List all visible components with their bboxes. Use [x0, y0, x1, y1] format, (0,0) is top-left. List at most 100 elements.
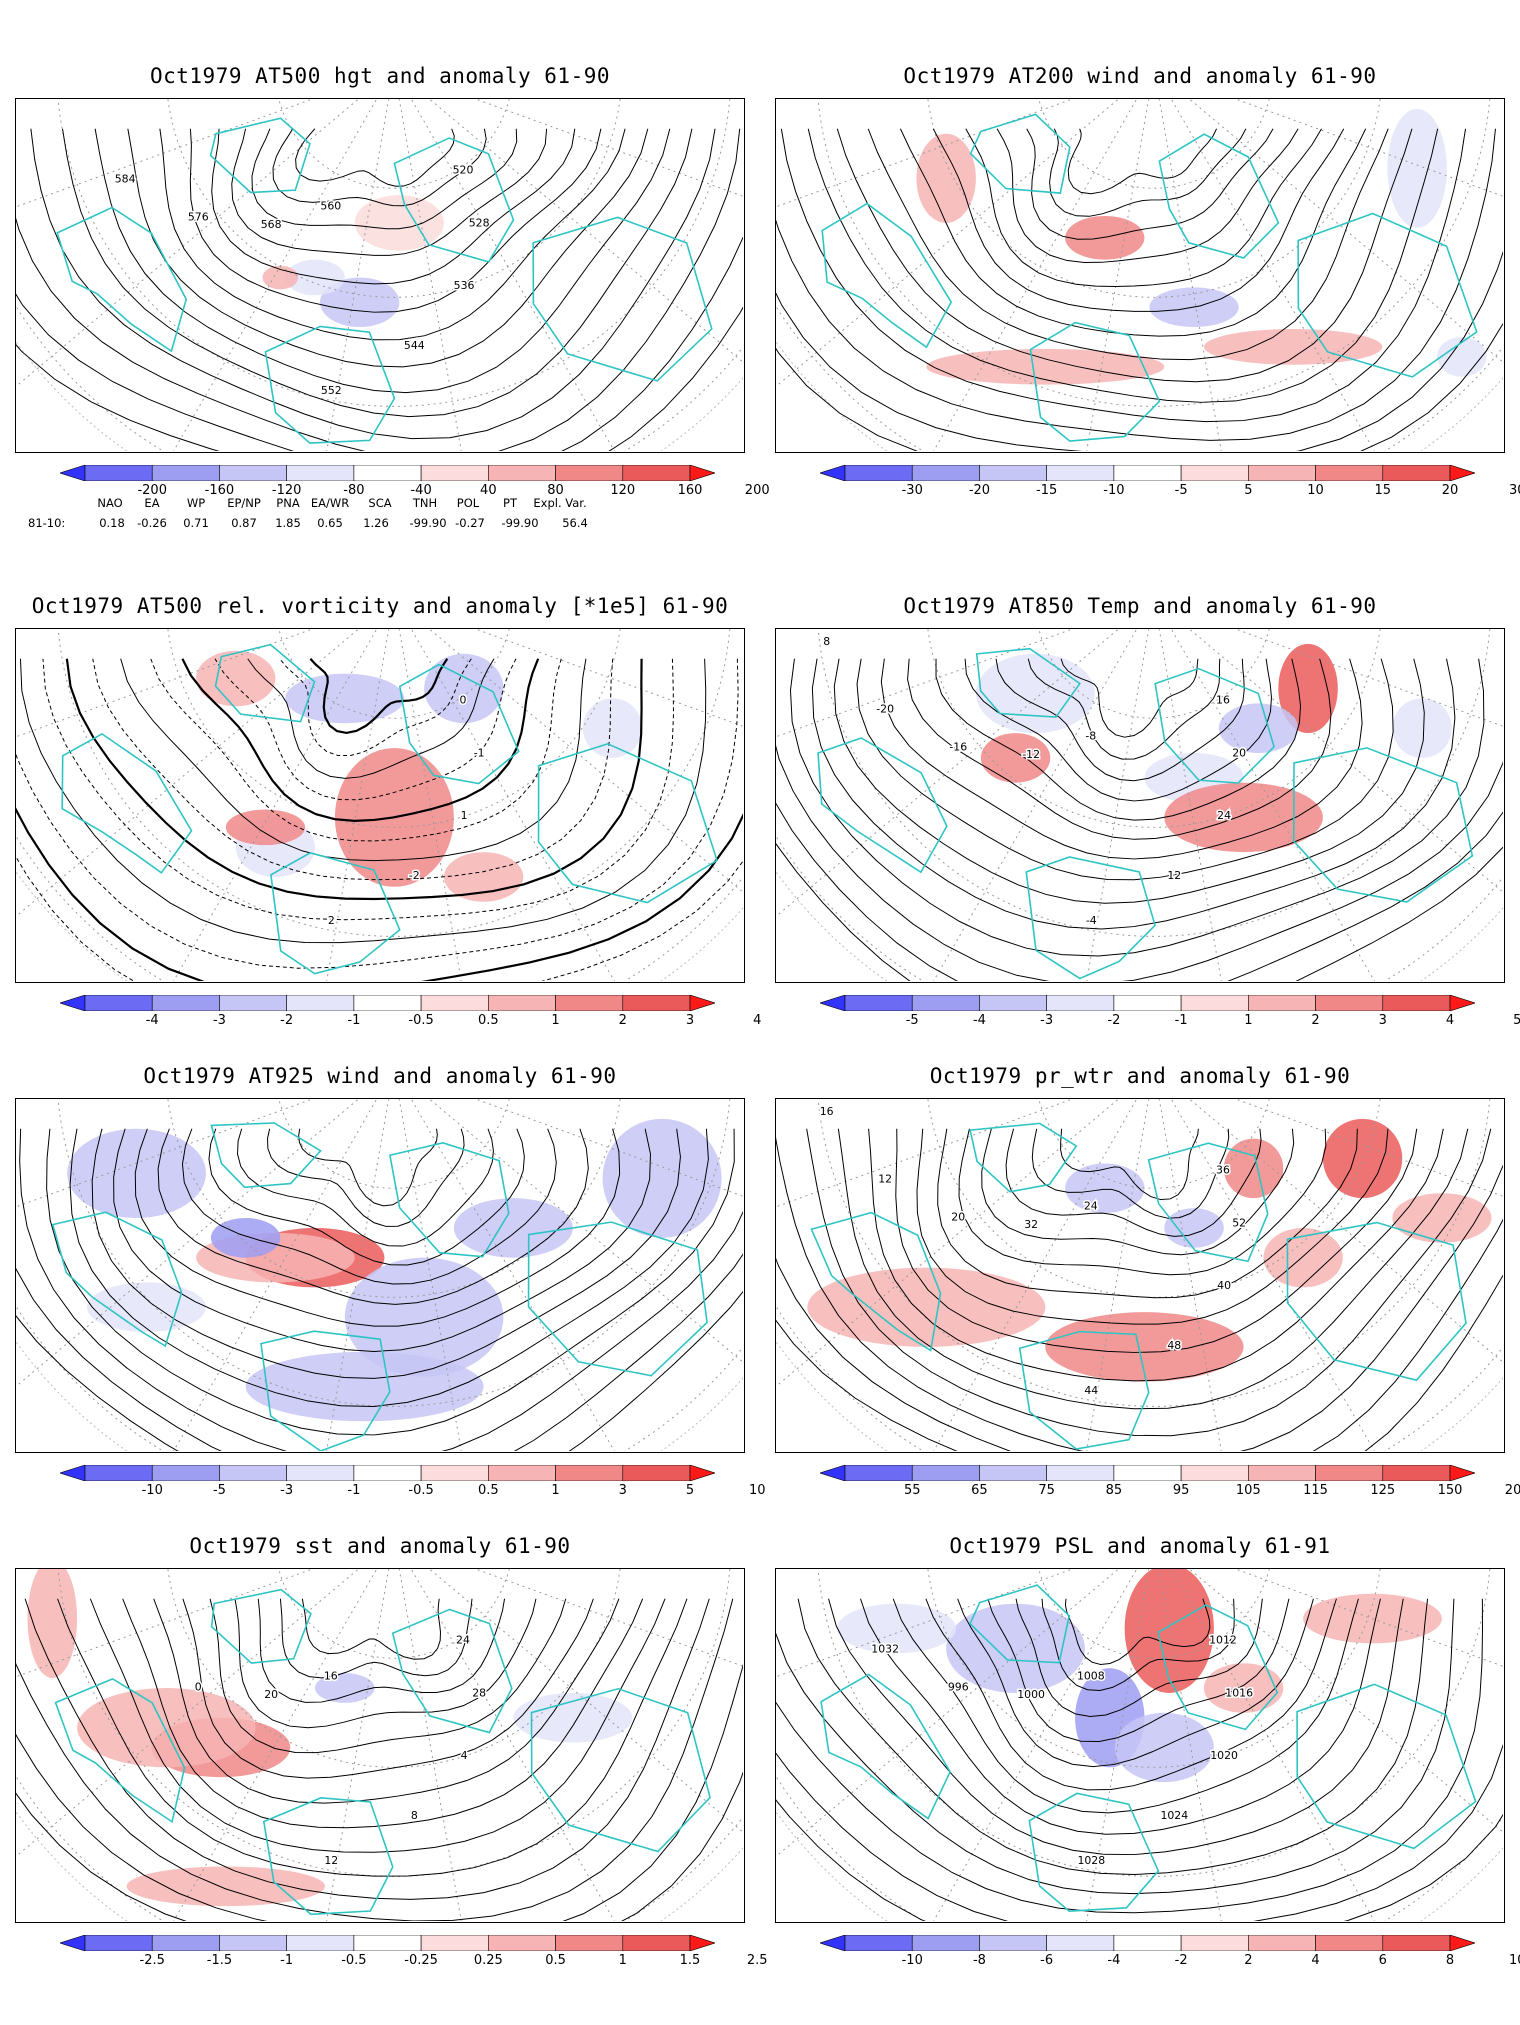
colorbar-label: 55: [903, 1483, 921, 1498]
colorbar-swatch: [1449, 994, 1476, 1012]
colorbar-label: 2: [618, 1013, 627, 1028]
colorbar-label: -1: [347, 1483, 361, 1498]
tele-header: EA/WR: [310, 496, 350, 510]
colorbar-label: 200: [744, 483, 770, 498]
colorbar-label: 4: [753, 1013, 762, 1028]
colorbar-swatch: [1113, 1934, 1182, 1952]
contour-label: 996: [948, 1681, 969, 1694]
colorbar-label: -10: [901, 1953, 923, 1968]
map-canvas: 0 -1 1 -2 2: [16, 629, 743, 981]
contour-label: 584: [115, 173, 136, 186]
colorbar-label: -0.5: [341, 1953, 367, 1968]
contour-label: 1032: [871, 1643, 899, 1656]
panel-temp850: Oct1979 AT850 Temp and anomaly 61-90 16 20…: [775, 590, 1520, 1085]
colorbar-label: -200: [137, 483, 167, 498]
colorbar-label: -0.25: [404, 1953, 438, 1968]
colorbar-label: 2: [1244, 1953, 1253, 1968]
colorbar-swatch: [555, 464, 624, 482]
colorbar-swatch: [353, 994, 422, 1012]
colorbar-label: 30: [1508, 483, 1520, 498]
colorbar-label: -120: [271, 483, 302, 498]
contour-label: 1020: [1210, 1749, 1238, 1762]
contour-labels: 1012 1016 1020 1024 1028 1008 1000 996 1032: [870, 1632, 1255, 1868]
contour-label: 40: [1217, 1279, 1231, 1292]
colorbar-swatch: [1248, 464, 1316, 482]
colorbar-swatch: [1113, 464, 1182, 482]
colorbar-label: -80: [343, 483, 365, 498]
colorbar-swatch: [979, 1934, 1047, 1952]
colorbar-label: -15: [1036, 483, 1058, 498]
contour-label: 520: [453, 163, 474, 176]
tele-header: WP: [186, 496, 206, 510]
colorbar-swatch: [420, 1464, 489, 1482]
tele-value: 0.71: [183, 516, 209, 530]
colorbar-label: 5: [685, 1483, 695, 1498]
colorbar-swatch: [911, 1934, 980, 1952]
colorbar-label: -3: [212, 1013, 226, 1028]
panel-hgt500: Oct1979 AT500 hgt and anomaly 61-90 520 52…: [15, 60, 770, 555]
colorbar-swatch: [59, 1934, 86, 1952]
map-canvas: 24 28 4 8 12 16 20 0: [16, 1569, 743, 1921]
colorbar-swatch: [819, 1464, 846, 1482]
colorbar-label: 2: [1311, 1013, 1320, 1028]
colorbar-label: 105: [1235, 1483, 1261, 1498]
tele-value: -99.90: [501, 516, 539, 530]
colorbar-swatch: [844, 1464, 913, 1482]
contour-label: -12: [1022, 748, 1040, 761]
colorbar-swatch: [622, 1464, 691, 1482]
contour-label: 1028: [1077, 1854, 1105, 1867]
colorbar-label: -3: [1040, 1013, 1054, 1028]
contour-label: 552: [321, 384, 342, 397]
panel-psl: Oct1979 PSL and anomaly 61-91 1012 1016 102…: [775, 1530, 1520, 2025]
coastlines: [817, 647, 1474, 980]
colorbar-label: 0.5: [477, 1483, 499, 1498]
contour-label: 16: [324, 1670, 338, 1683]
colorbar-label: 1: [618, 1953, 627, 1968]
contour-label: -2: [409, 869, 420, 882]
colorbar-label: -8: [972, 1953, 986, 1968]
contour-label: 12: [878, 1173, 892, 1186]
tele-value: -0.27: [455, 516, 485, 530]
colorbar-swatch: [151, 994, 220, 1012]
colorbar-swatch: [1382, 1464, 1451, 1482]
colorbar-label: 0.5: [545, 1953, 566, 1968]
colorbar-label: -5: [212, 1483, 226, 1498]
colorbar-swatch: [151, 464, 220, 482]
map-canvas: 520 528 536 544 552 560 568 576 584: [16, 99, 743, 451]
colorbar-label: -5: [905, 1013, 919, 1028]
contour-label: 1016: [1225, 1687, 1253, 1700]
coastlines: [821, 113, 1478, 442]
contour-label: 20: [264, 1688, 278, 1701]
colorbar-label: 3: [1378, 1013, 1387, 1028]
contour-label: 20: [951, 1211, 965, 1224]
contour-label: 48: [1167, 1339, 1181, 1352]
colorbar-label: -1: [1174, 1013, 1188, 1028]
colorbar-label: -1: [280, 1953, 294, 1968]
map-canvas: 1012 1016 1020 1024 1028 1008 1000 996 1032: [776, 1569, 1503, 1921]
colorbar-swatch: [1248, 994, 1316, 1012]
colorbar-swatch: [1046, 1934, 1115, 1952]
colorbar-swatch: [979, 994, 1047, 1012]
tele-header: EP/NP: [227, 496, 261, 510]
colorbar-swatch: [979, 464, 1047, 482]
colorbar-swatch: [151, 1934, 220, 1952]
graticule: [16, 99, 743, 451]
panel-prwtr: Oct1979 pr_wtr and anomaly 61-90 36 52 40 48…: [775, 1060, 1520, 1555]
map-canvas: 36524048442432201216288: [776, 1099, 1503, 1451]
colorbar-swatch: [1180, 1464, 1249, 1482]
colorbar-swatch: [689, 1464, 716, 1482]
tele-header: PNA: [276, 496, 300, 510]
colorbar-swatch: [979, 1464, 1047, 1482]
colorbar-label: -2.5: [139, 1953, 165, 1968]
colorbar: -4 -3 -2 -1 -0.5 0.5 1 2 3 4: [59, 994, 761, 1035]
contour-label: 52: [1232, 1217, 1246, 1230]
colorbar-swatch: [59, 464, 86, 482]
colorbar-label: 5: [1244, 483, 1253, 498]
colorbar-label: -40: [410, 483, 432, 498]
colorbar-swatch: [420, 994, 489, 1012]
map-canvas: [16, 1099, 743, 1451]
tele-period-label: 81-10:: [28, 516, 66, 530]
colorbar-label: 115: [1303, 1483, 1328, 1498]
